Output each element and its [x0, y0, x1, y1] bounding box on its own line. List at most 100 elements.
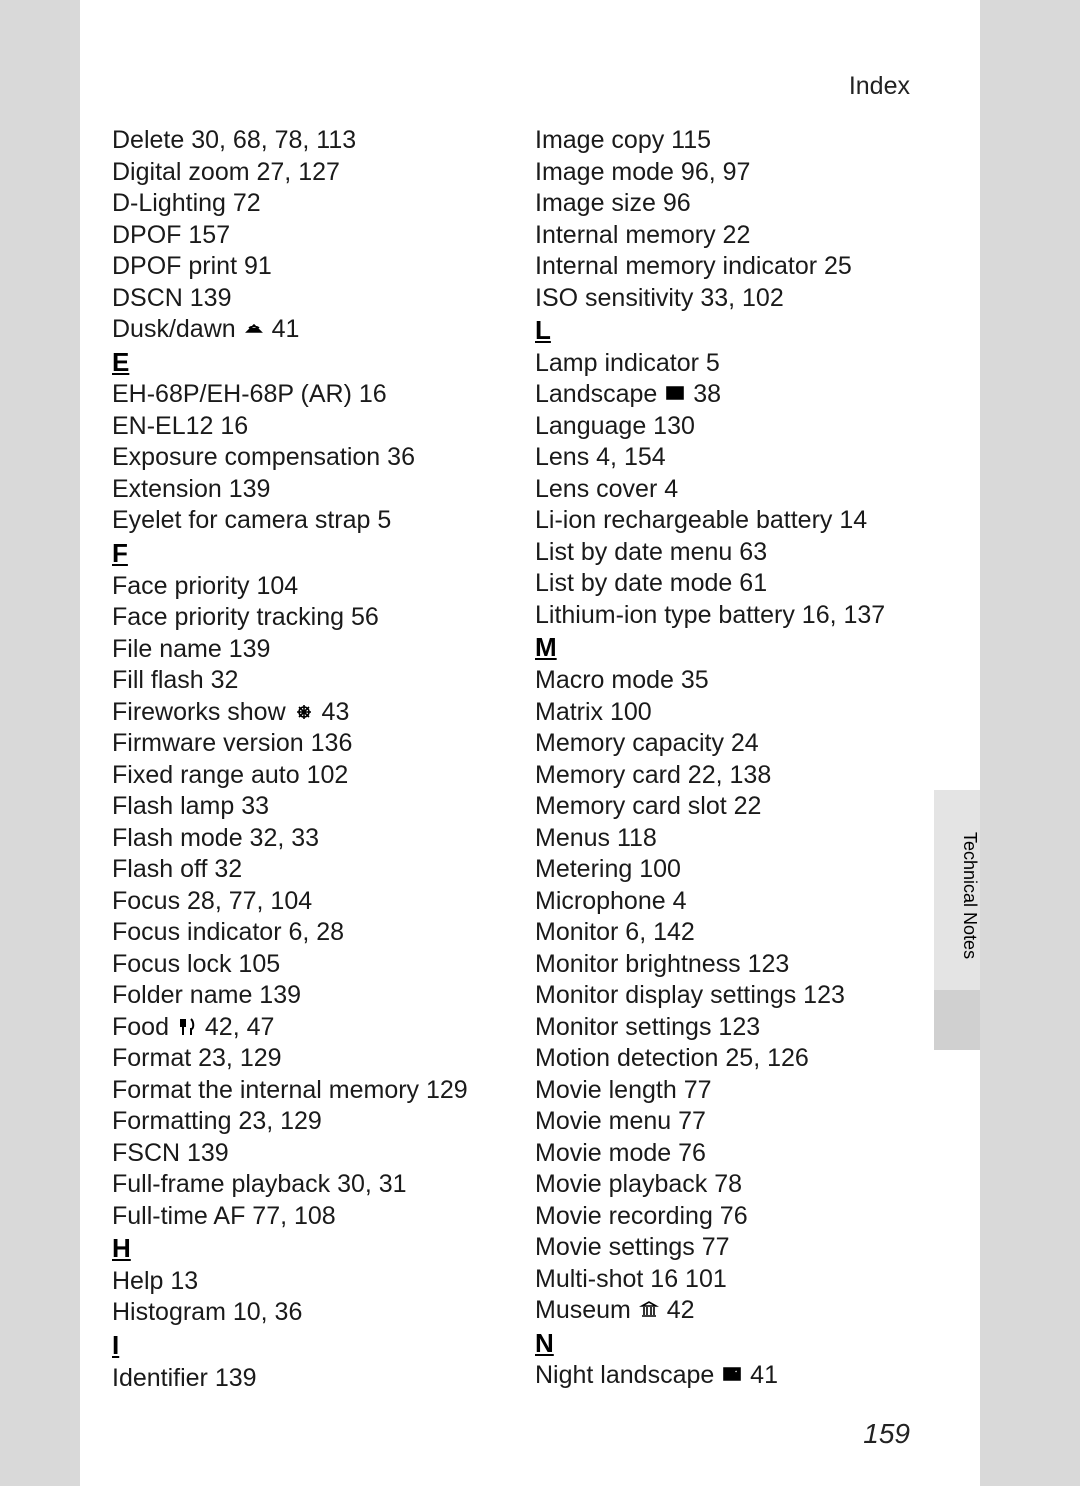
index-entry: Internal memory 22 [535, 220, 932, 252]
index-entry: Matrix 100 [535, 697, 932, 729]
index-entry: Memory card 22, 138 [535, 760, 932, 792]
index-entry-post: 38 [686, 380, 721, 408]
index-entry: Food 42, 47 [112, 1012, 509, 1044]
index-entry: Lamp indicator 5 [535, 348, 932, 380]
index-entry: Formatting 23, 129 [112, 1106, 509, 1138]
index-entry: Extension 139 [112, 474, 509, 506]
index-entry-pre: Dusk/dawn [112, 315, 243, 343]
index-entry: Movie length 77 [535, 1075, 932, 1107]
index-entry: Fill flash 32 [112, 665, 509, 697]
index-entry: Flash off 32 [112, 854, 509, 886]
index-entry: Macro mode 35 [535, 665, 932, 697]
fireworks-icon [293, 702, 315, 722]
index-entry: Focus lock 105 [112, 949, 509, 981]
index-entry: Memory card slot 22 [535, 791, 932, 823]
index-entry-pre: Museum [535, 1296, 638, 1324]
index-entry: Face priority 104 [112, 571, 509, 603]
side-tab-accent [934, 990, 980, 1050]
side-tab: Technical Notes [934, 790, 980, 990]
index-entry: Monitor settings 123 [535, 1012, 932, 1044]
index-entry: Monitor display settings 123 [535, 980, 932, 1012]
index-column-1: Delete 30, 68, 78, 113Digital zoom 27, 1… [112, 125, 509, 1394]
index-entry: FSCN 139 [112, 1138, 509, 1170]
index-entry: Full-time AF 77, 108 [112, 1201, 509, 1233]
index-entry: List by date menu 63 [535, 537, 932, 569]
index-entry: DSCN 139 [112, 283, 509, 315]
index-entry: Movie settings 77 [535, 1232, 932, 1264]
index-entry: Format the internal memory 129 [112, 1075, 509, 1107]
index-entry: Eyelet for camera strap 5 [112, 505, 509, 537]
museum-icon [638, 1300, 660, 1320]
index-entry: Li-ion rechargeable battery 14 [535, 505, 932, 537]
page-number: 159 [863, 1418, 910, 1450]
index-entry: Landscape 38 [535, 379, 932, 411]
index-entry: Flash lamp 33 [112, 791, 509, 823]
index-entry: Lens cover 4 [535, 474, 932, 506]
index-entry-post: 43 [315, 698, 350, 726]
index-entry-post: 42 [660, 1296, 695, 1324]
index-section-heading: E [112, 346, 509, 380]
index-entry: Digital zoom 27, 127 [112, 157, 509, 189]
index-entry: Memory capacity 24 [535, 728, 932, 760]
index-entry-pre: Landscape [535, 380, 664, 408]
index-entry-post: 41 [743, 1361, 778, 1389]
index-section-heading: M [535, 631, 932, 665]
index-column-2: Image copy 115Image mode 96, 97Image siz… [535, 125, 932, 1394]
index-entry: Flash mode 32, 33 [112, 823, 509, 855]
index-entry-pre: Night landscape [535, 1361, 721, 1389]
index-entry: Lens 4, 154 [535, 442, 932, 474]
index-entry: Image mode 96, 97 [535, 157, 932, 189]
index-entry: Full-frame playback 30, 31 [112, 1169, 509, 1201]
index-entry: ISO sensitivity 33, 102 [535, 283, 932, 315]
index-columns: Delete 30, 68, 78, 113Digital zoom 27, 1… [112, 125, 932, 1394]
index-entry: EH-68P/EH-68P (AR) 16 [112, 379, 509, 411]
index-entry: Movie mode 76 [535, 1138, 932, 1170]
index-entry-pre: Fireworks show [112, 698, 293, 726]
index-entry: List by date mode 61 [535, 568, 932, 600]
food-icon [176, 1017, 198, 1037]
index-entry: Delete 30, 68, 78, 113 [112, 125, 509, 157]
index-entry: Microphone 4 [535, 886, 932, 918]
index-section-heading: F [112, 537, 509, 571]
page-title: Index [849, 72, 910, 101]
index-entry: File name 139 [112, 634, 509, 666]
index-entry: D-Lighting 72 [112, 188, 509, 220]
index-entry: DPOF 157 [112, 220, 509, 252]
index-entry: Focus 28, 77, 104 [112, 886, 509, 918]
index-entry: Face priority tracking 56 [112, 602, 509, 634]
index-entry: Image size 96 [535, 188, 932, 220]
index-entry: Firmware version 136 [112, 728, 509, 760]
index-entry: Identifier 139 [112, 1363, 509, 1395]
index-entry-post: 41 [265, 315, 300, 343]
dusk-icon [243, 319, 265, 339]
index-entry: Movie playback 78 [535, 1169, 932, 1201]
index-entry: Multi-shot 16 101 [535, 1264, 932, 1296]
index-entry: Language 130 [535, 411, 932, 443]
index-entry: Folder name 139 [112, 980, 509, 1012]
page: Index Delete 30, 68, 78, 113Digital zoom… [80, 0, 980, 1486]
index-entry: Focus indicator 6, 28 [112, 917, 509, 949]
index-entry: Exposure compensation 36 [112, 442, 509, 474]
index-entry: Museum 42 [535, 1295, 932, 1327]
index-entry: Histogram 10, 36 [112, 1297, 509, 1329]
index-entry: Monitor 6, 142 [535, 917, 932, 949]
index-entry: Movie recording 76 [535, 1201, 932, 1233]
index-entry: Monitor brightness 123 [535, 949, 932, 981]
index-entry: Movie menu 77 [535, 1106, 932, 1138]
index-entry: Fixed range auto 102 [112, 760, 509, 792]
index-section-heading: N [535, 1327, 932, 1361]
index-entry: Metering 100 [535, 854, 932, 886]
index-entry: Motion detection 25, 126 [535, 1043, 932, 1075]
landscape-icon [664, 384, 686, 404]
index-entry: Dusk/dawn 41 [112, 314, 509, 346]
index-entry: Help 13 [112, 1266, 509, 1298]
index-entry: Night landscape 41 [535, 1360, 932, 1392]
index-entry: DPOF print 91 [112, 251, 509, 283]
index-entry: Image copy 115 [535, 125, 932, 157]
night-icon [721, 1365, 743, 1385]
index-entry: EN-EL12 16 [112, 411, 509, 443]
index-section-heading: I [112, 1329, 509, 1363]
side-tab-label: Technical Notes [960, 832, 980, 959]
index-entry-pre: Food [112, 1013, 176, 1041]
index-section-heading: H [112, 1232, 509, 1266]
